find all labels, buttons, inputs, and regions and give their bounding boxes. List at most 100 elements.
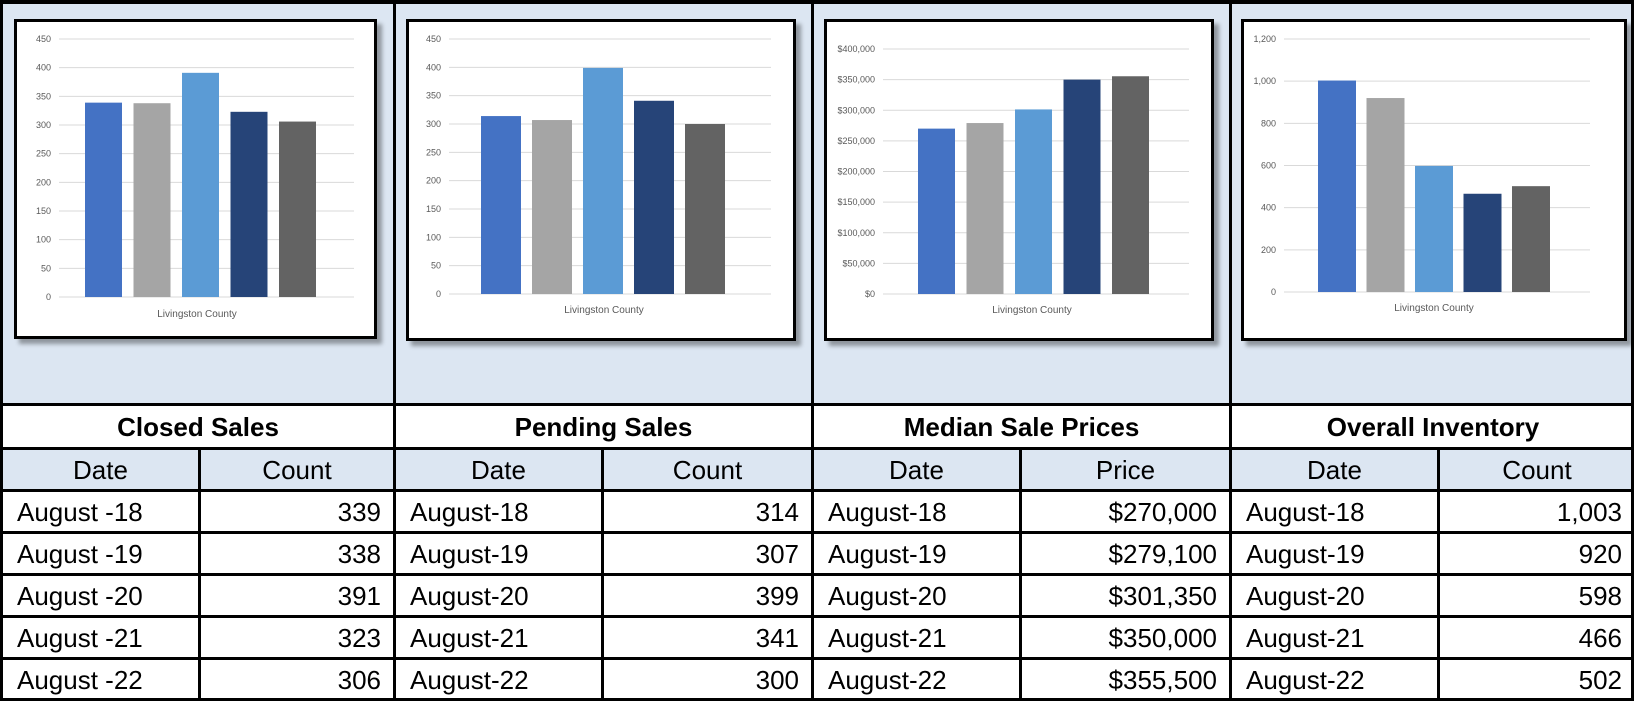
table-title-closed-sales: Closed Sales	[3, 406, 393, 448]
chart-svg-overall-inventory: 0 200 400 600 800 1,000 1,200 Livingston County	[1253, 34, 1590, 314]
table-cell-value: 314	[604, 492, 811, 531]
bar	[1063, 79, 1101, 294]
y-tick-label: 50	[431, 261, 441, 271]
chart-closed-sales: 0 50 100 150 200 250 300 350 400 450 Livingston Co…	[14, 19, 377, 339]
x-axis-label: Livingston County	[1394, 303, 1474, 314]
table-cell-date: August -18	[3, 492, 198, 531]
y-tick-label: 350	[36, 91, 51, 101]
bar	[966, 123, 1004, 295]
table-title-overall-inventory: Overall Inventory	[1232, 406, 1634, 448]
y-tick-label: $100,000	[837, 228, 875, 238]
bar	[1463, 193, 1502, 292]
y-tick-label: 450	[426, 34, 441, 44]
table-cell-value: 300	[604, 660, 811, 699]
y-tick-label: $50,000	[842, 258, 875, 268]
table-cell-date: August-18	[814, 492, 1019, 531]
y-tick-label: 250	[426, 147, 441, 157]
bar	[685, 124, 725, 294]
table-cell-value: 1,003	[1440, 492, 1634, 531]
bar	[532, 120, 572, 295]
table-cell-value: 339	[201, 492, 393, 531]
y-tick-label: 150	[36, 206, 51, 216]
y-tick-label: 600	[1261, 161, 1276, 171]
y-tick-label: 150	[426, 204, 441, 214]
bar	[634, 100, 674, 295]
grid-line-vertical	[393, 0, 396, 701]
table-cell-date: August-19	[814, 534, 1019, 573]
bar	[85, 102, 122, 297]
chart-panel-median-sale-prices: $0 $50,000 $100,000 $150,000 $200,000 $250,00…	[811, 0, 1229, 405]
y-tick-label: 350	[426, 91, 441, 101]
table-cell-date: August-20	[1232, 576, 1437, 615]
table-cell-value: 323	[201, 618, 393, 657]
table-cell-value: $301,350	[1022, 576, 1229, 615]
bar	[481, 116, 521, 294]
y-tick-label: $200,000	[837, 167, 875, 177]
grid-line-horizontal	[0, 698, 1634, 701]
y-tick-label: 100	[36, 235, 51, 245]
grid-line-vertical	[811, 0, 814, 701]
y-tick-label: 200	[1261, 245, 1276, 255]
chart-svg-median-sale-prices: $0 $50,000 $100,000 $150,000 $200,000 $250,00…	[837, 44, 1189, 316]
table-cell-value: 307	[604, 534, 811, 573]
chart-panel-pending-sales: 0 50 100 150 200 250 300 350 400 450 Livingston Co…	[393, 0, 811, 405]
table-cell-value: 341	[604, 618, 811, 657]
y-tick-label: $400,000	[837, 44, 875, 54]
y-tick-label: 300	[426, 119, 441, 129]
chart-panel-closed-sales: 0 50 100 150 200 250 300 350 400 450 Livingston Co…	[0, 0, 393, 405]
y-tick-label: 400	[426, 62, 441, 72]
table-cell-date: August-20	[814, 576, 1019, 615]
grid-line-horizontal	[0, 573, 1634, 576]
table-header-price: Price	[1022, 450, 1229, 489]
bar	[182, 72, 219, 298]
bar	[1415, 165, 1453, 292]
table-cell-date: August-20	[396, 576, 601, 615]
table-title-median-sale-prices: Median Sale Prices	[814, 406, 1229, 448]
table-cell-date: August-18	[1232, 492, 1437, 531]
y-tick-label: 100	[426, 232, 441, 242]
grid-line-horizontal	[0, 489, 1634, 492]
table-cell-date: August -20	[3, 576, 198, 615]
bar	[1512, 186, 1550, 292]
bar	[1318, 80, 1356, 292]
table-cell-value: $350,000	[1022, 618, 1229, 657]
chart-median-sale-prices: $0 $50,000 $100,000 $150,000 $200,000 $250,00…	[824, 19, 1214, 341]
chart-pending-sales: 0 50 100 150 200 250 300 350 400 450 Livingston Co…	[406, 19, 796, 341]
table-cell-value: 920	[1440, 534, 1634, 573]
chart-svg-pending-sales: 0 50 100 150 200 250 300 350 400 450 Livingston Co…	[426, 34, 771, 316]
y-tick-label: 800	[1261, 118, 1276, 128]
table-cell-date: August -21	[3, 618, 198, 657]
y-tick-label: $150,000	[837, 197, 875, 207]
bar	[1366, 98, 1405, 293]
table-cell-value: 391	[201, 576, 393, 615]
bar	[1015, 109, 1052, 294]
grid-line-horizontal	[0, 531, 1634, 534]
grid-line-horizontal	[0, 403, 1634, 406]
table-header-date: Date	[3, 450, 198, 489]
y-tick-label: $300,000	[837, 105, 875, 115]
y-tick-label: 200	[426, 176, 441, 186]
grid-line-horizontal	[0, 447, 1634, 450]
table-cell-date: August-18	[396, 492, 601, 531]
table-cell-value: $270,000	[1022, 492, 1229, 531]
table-header-count: Count	[201, 450, 393, 489]
table-cell-value: 502	[1440, 660, 1634, 699]
y-tick-label: 0	[436, 289, 441, 299]
bar	[583, 67, 623, 295]
table-header-count: Count	[1440, 450, 1634, 489]
table-cell-value: 306	[201, 660, 393, 699]
bar	[133, 103, 171, 297]
table-cell-date: August-19	[396, 534, 601, 573]
table-cell-date: August-21	[396, 618, 601, 657]
y-tick-label: $0	[865, 289, 875, 299]
table-header-date: Date	[814, 450, 1019, 489]
grid-line-vertical	[1631, 0, 1634, 701]
table-cell-date: August-19	[1232, 534, 1437, 573]
x-axis-label: Livingston County	[992, 305, 1072, 316]
y-tick-label: 50	[41, 263, 51, 273]
chart-svg-closed-sales: 0 50 100 150 200 250 300 350 400 450 Livingston Co…	[36, 34, 354, 320]
y-tick-label: 1,000	[1253, 76, 1276, 86]
y-tick-label: 0	[1271, 287, 1276, 297]
table-cell-value: 598	[1440, 576, 1634, 615]
grid-line-vertical	[0, 0, 3, 701]
